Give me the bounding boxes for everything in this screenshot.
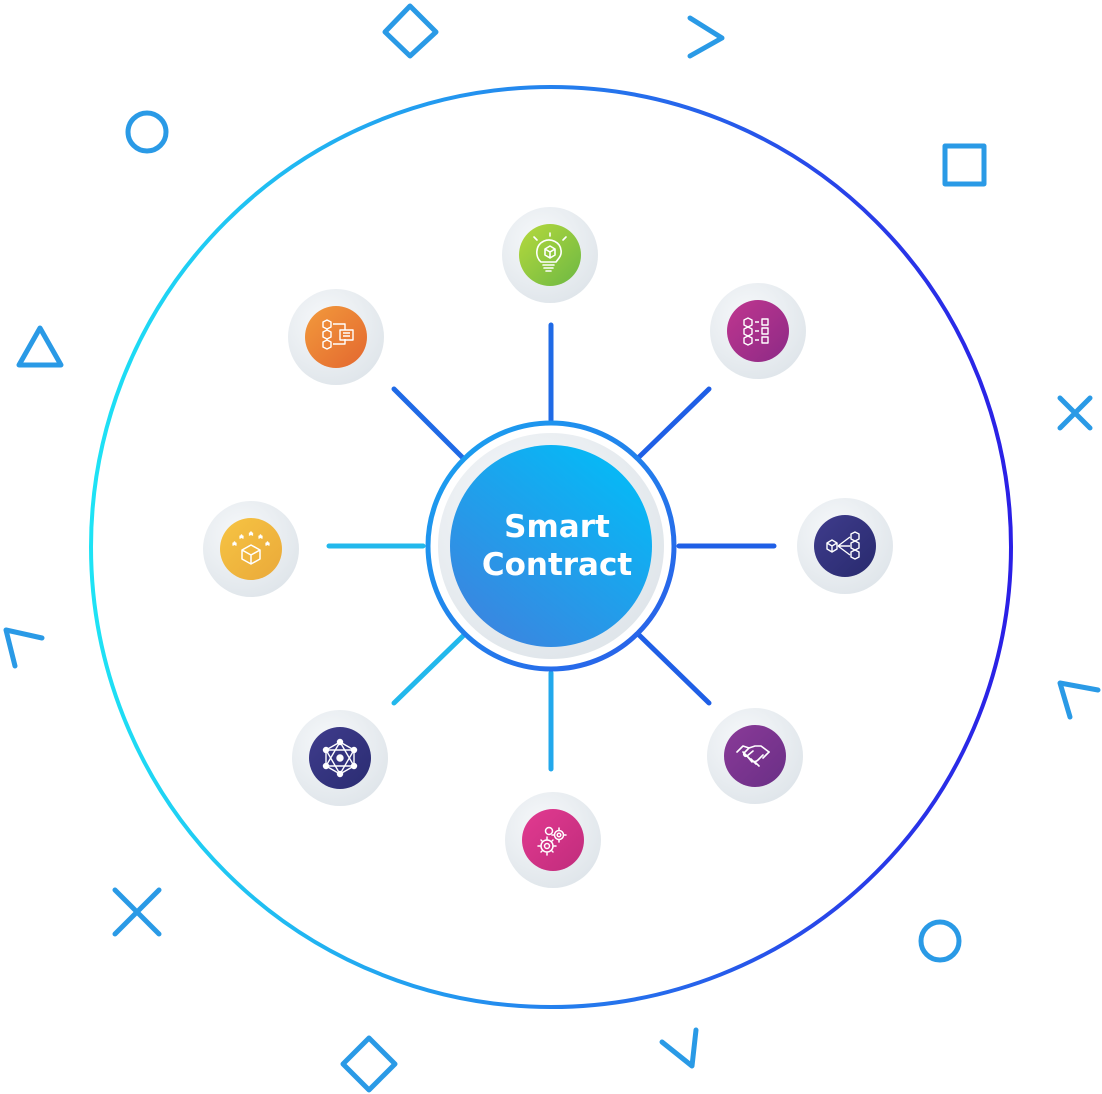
diamond-icon	[340, 1035, 398, 1093]
node-network	[797, 498, 893, 594]
outer-ring	[89, 85, 1013, 1009]
gears-icon	[537, 826, 567, 856]
spoke-bottom-right	[635, 631, 712, 706]
node-rating	[203, 501, 299, 597]
node-decentralized	[292, 710, 388, 806]
hexagon-network-icon	[322, 738, 358, 778]
node-disc	[220, 518, 282, 580]
square-icon	[942, 143, 987, 187]
center-label-line1: Smart	[504, 509, 610, 545]
spokes	[326, 322, 777, 772]
decorations	[3, 3, 1101, 1093]
chevron-icon	[659, 1027, 699, 1069]
node-disc	[724, 725, 786, 787]
chevron-icon	[3, 627, 45, 669]
node-agreement	[707, 708, 803, 804]
node-automation	[505, 792, 601, 888]
center-disc	[450, 445, 652, 647]
lightbulb-cube-icon	[533, 232, 567, 272]
circle-icon	[918, 919, 962, 963]
diamond-icon	[382, 3, 439, 59]
center-node: Smart Contract	[425, 420, 677, 672]
node-checklist	[710, 283, 806, 379]
chevron-icon	[687, 15, 725, 59]
spoke-top-right	[635, 386, 712, 461]
circle-icon	[125, 110, 169, 154]
cube-checklist-icon	[743, 317, 769, 346]
triangle-icon	[16, 325, 64, 368]
spoke-bottom-left	[391, 633, 466, 706]
cross-icon	[1057, 395, 1093, 431]
cube-stars-icon	[232, 531, 270, 565]
spoke-top-left	[391, 386, 466, 461]
handshake-icon	[736, 745, 770, 767]
center-label-line2: Contract	[482, 547, 633, 583]
cube-network-icon	[826, 531, 860, 560]
node-workflow	[288, 289, 384, 385]
cube-flow-icon	[322, 319, 354, 350]
node-idea	[502, 207, 598, 303]
chevron-icon	[1057, 680, 1101, 720]
cross-icon	[112, 887, 162, 937]
node-disc	[305, 306, 367, 368]
